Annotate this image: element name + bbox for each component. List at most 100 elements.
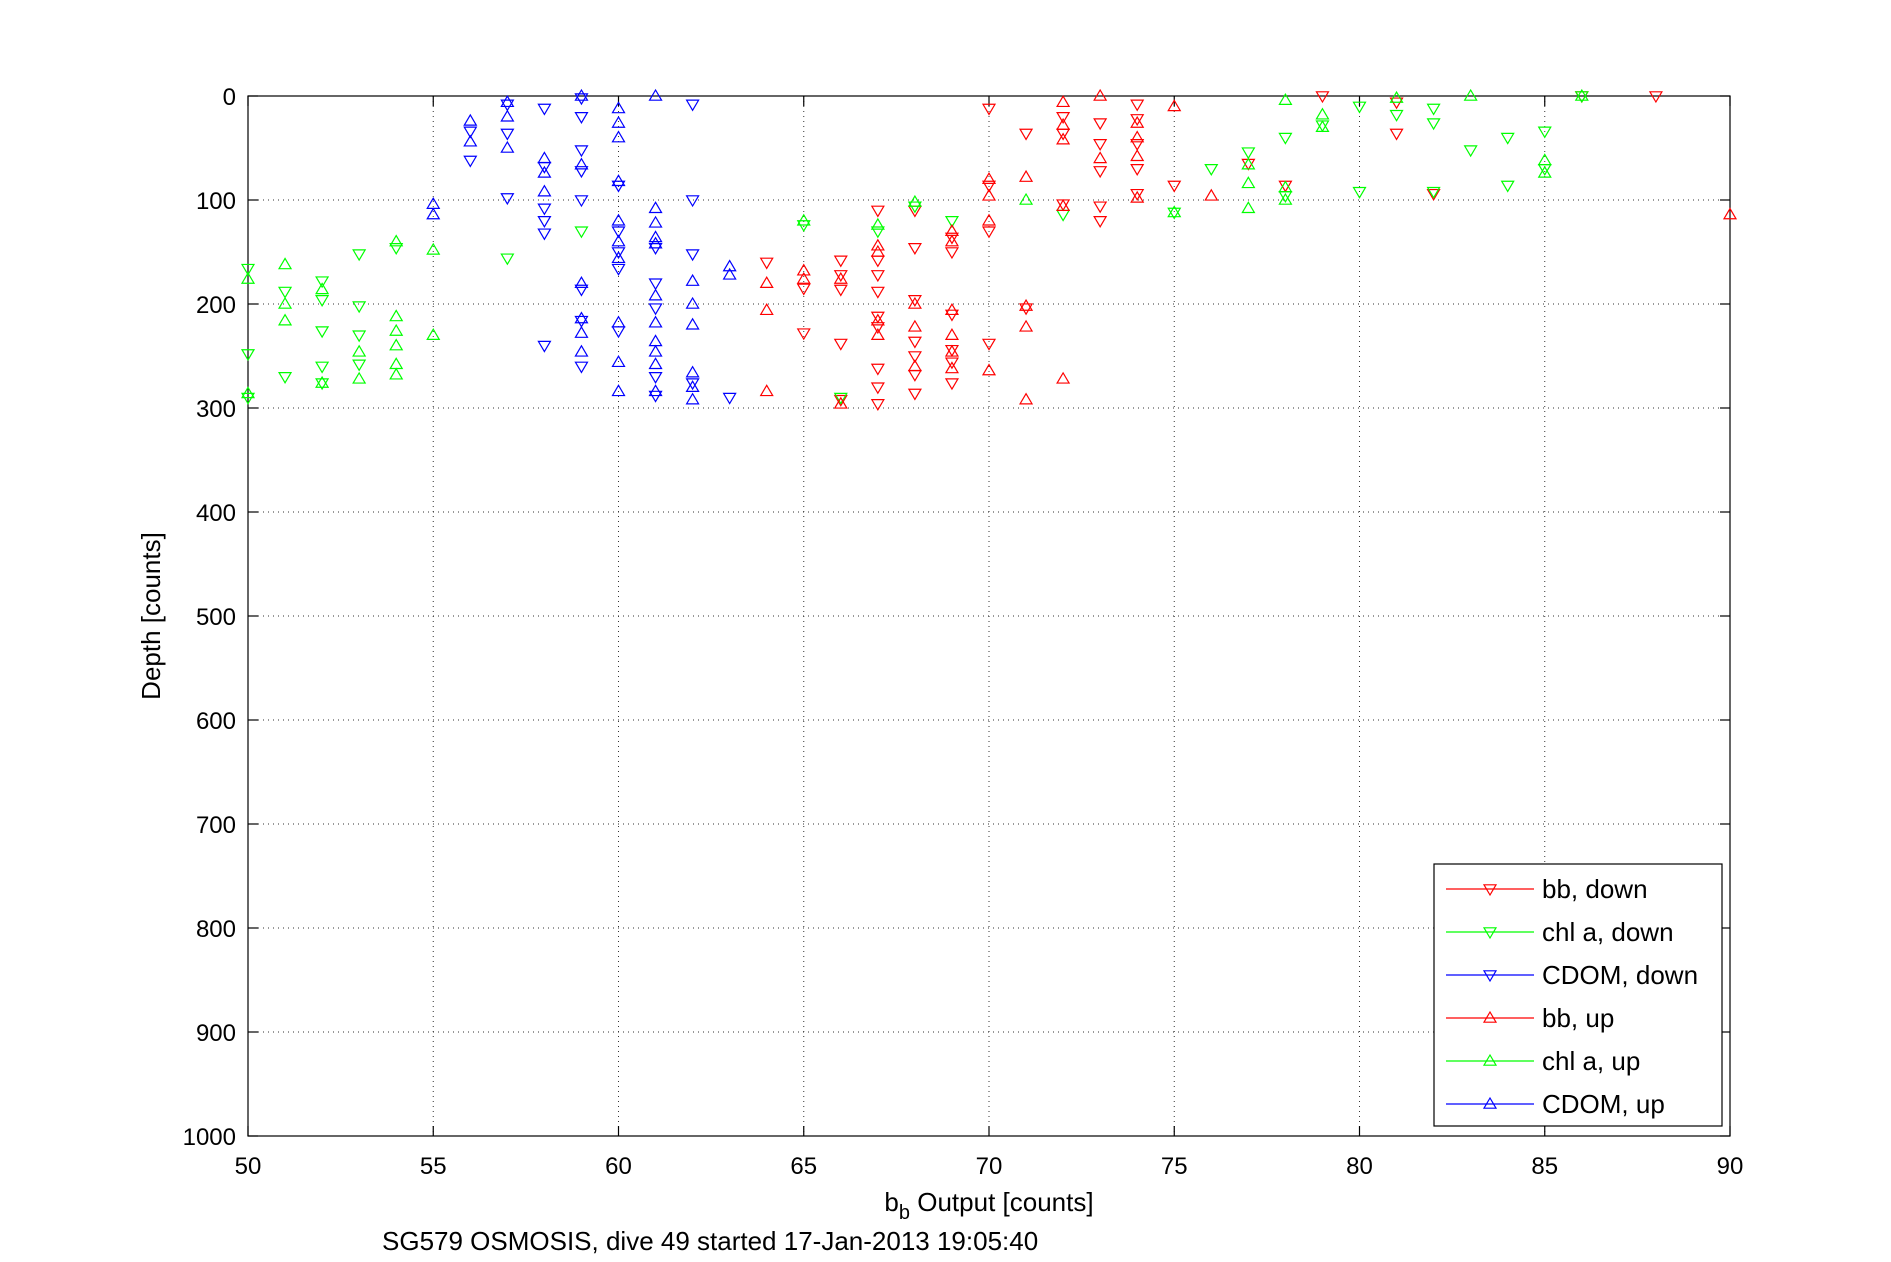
- data-point: [685, 392, 700, 405]
- data-point: [981, 226, 997, 239]
- legend-entry: CDOM, down: [1446, 960, 1698, 990]
- y-tick-label: 500: [196, 604, 236, 631]
- x-tick-label: 55: [420, 1153, 447, 1180]
- legend-label: CDOM, down: [1542, 960, 1698, 990]
- data-point: [907, 388, 922, 401]
- data-point: [352, 344, 367, 357]
- data-point: [1389, 109, 1404, 122]
- data-point: [1093, 88, 1108, 101]
- data-point: [1500, 180, 1515, 193]
- data-point: [537, 151, 552, 164]
- data-point: [1574, 91, 1589, 104]
- data-point: [315, 295, 330, 308]
- data-point: [1167, 99, 1182, 112]
- data-point: [574, 315, 589, 328]
- data-point: [907, 336, 922, 349]
- data-point: [981, 338, 997, 351]
- data-point: [648, 372, 663, 384]
- legend-marker: [1482, 1010, 1498, 1023]
- data-point: [648, 357, 663, 370]
- data-point: [870, 255, 885, 268]
- data-point: [796, 283, 811, 296]
- data-point: [981, 172, 997, 184]
- data-point: [870, 217, 885, 230]
- data-point: [500, 140, 515, 153]
- data-point: [1093, 201, 1108, 214]
- data-point: [1019, 169, 1034, 182]
- legend-marker: [1482, 1053, 1498, 1066]
- x-tick-label: 75: [1161, 1153, 1188, 1180]
- y-tick-label: 900: [196, 1020, 236, 1047]
- legend-entry: chl a, down: [1446, 917, 1674, 947]
- data-point: [1056, 132, 1071, 145]
- data-point: [722, 392, 737, 405]
- y-tick-label: 700: [196, 812, 236, 839]
- data-point: [574, 88, 589, 101]
- data-point: [463, 155, 478, 168]
- data-point: [648, 236, 663, 249]
- data-point: [611, 226, 626, 239]
- data-point: [389, 338, 404, 351]
- data-point: [1315, 107, 1330, 120]
- data-point: [1315, 91, 1330, 104]
- data-point: [1093, 151, 1108, 164]
- data-point: [833, 270, 848, 283]
- data-point: [574, 276, 589, 288]
- data-point: [648, 278, 663, 291]
- series-2: [463, 93, 737, 405]
- legend-entry: bb, down: [1446, 874, 1648, 904]
- x-axis-label: bb Output [counts]: [884, 1187, 1093, 1224]
- data-point: [611, 247, 626, 260]
- data-point: [389, 367, 404, 380]
- data-point: [685, 195, 700, 208]
- data-point: [1722, 207, 1738, 220]
- data-point: [500, 95, 515, 108]
- data-point: [944, 247, 959, 260]
- data-point: [278, 257, 293, 270]
- data-point: [1463, 145, 1478, 158]
- data-point: [833, 394, 848, 407]
- data-point: [1537, 126, 1552, 139]
- data-point: [1463, 88, 1478, 101]
- data-point: [500, 128, 515, 141]
- data-point: [685, 365, 700, 378]
- data-point: [685, 249, 700, 262]
- data-point: [1352, 101, 1367, 114]
- data-point: [648, 344, 663, 357]
- data-point: [1241, 157, 1256, 170]
- data-point: [796, 220, 811, 233]
- data-point: [944, 378, 959, 391]
- data-point: [1315, 120, 1330, 133]
- data-point: [574, 361, 589, 374]
- data-point: [944, 309, 959, 322]
- data-point: [352, 249, 367, 262]
- data-point: [1426, 188, 1441, 201]
- data-point: [463, 126, 478, 139]
- data-point: [574, 145, 589, 158]
- legend-entry: bb, up: [1446, 1003, 1614, 1033]
- data-point: [352, 330, 367, 343]
- data-point: [240, 392, 256, 405]
- data-point: [537, 340, 552, 353]
- data-point: [944, 361, 959, 374]
- legend: bb, down chl a, down CDOM, down bb, up chl a…: [1433, 863, 1723, 1127]
- data-point: [648, 390, 663, 403]
- data-point: [426, 242, 441, 255]
- data-point: [648, 230, 663, 243]
- data-point: [685, 296, 700, 309]
- data-point: [611, 355, 626, 368]
- series-4: [240, 88, 1589, 399]
- data-point: [1241, 176, 1256, 189]
- data-point: [648, 384, 663, 397]
- data-point: [648, 303, 663, 316]
- series-1: [240, 91, 1589, 405]
- data-point: [796, 263, 811, 276]
- y-tick-label: 600: [196, 708, 236, 735]
- data-point: [278, 296, 293, 309]
- data-point: [907, 201, 922, 214]
- data-point: [685, 317, 700, 330]
- data-point: [648, 288, 663, 301]
- data-point: [648, 334, 663, 347]
- data-point: [870, 363, 885, 376]
